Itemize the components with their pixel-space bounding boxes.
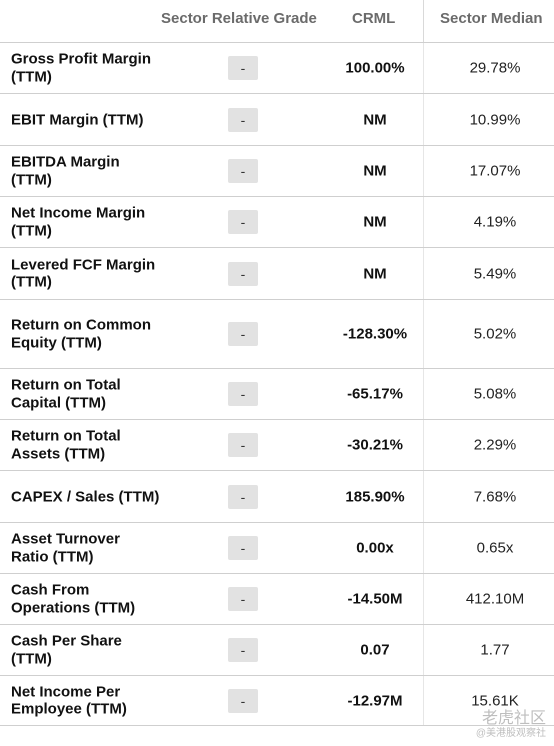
sector-median-value: 1.77: [480, 641, 510, 659]
sector-median-value: 17.07%: [469, 162, 521, 180]
grade-badge: -: [228, 56, 258, 80]
metric-label: Levered FCF Margin (TTM): [11, 256, 156, 291]
profitability-table: Sector Relative Grade CRML Sector Median…: [0, 0, 554, 726]
column-divider: [423, 369, 424, 419]
table-row: Cash From Operations (TTM) - -14.50M 412.10…: [0, 573, 554, 624]
column-divider: [423, 676, 424, 725]
sector-median-value: 5.08%: [473, 385, 517, 403]
header-sector-relative-grade[interactable]: Sector Relative Grade: [161, 10, 317, 27]
metric-label: Net Income Per Employee (TTM): [11, 683, 127, 718]
grade-badge: -: [228, 322, 258, 346]
grade-badge: -: [228, 433, 258, 457]
metric-label: Return on Total Capital (TTM): [11, 376, 121, 412]
crml-value: NM: [363, 162, 387, 180]
sector-median-value: 5.02%: [473, 325, 517, 343]
watermark-main: 老虎社区: [481, 710, 546, 727]
table-row: EBITDA Margin (TTM) - NM 17.07%: [0, 145, 554, 196]
sector-median-value: 412.10M: [465, 590, 525, 608]
sector-median-value: 0.65x: [476, 539, 514, 557]
crml-value: -14.50M: [347, 590, 403, 608]
table-row: Return on Total Assets (TTM) - -30.21% 2.29…: [0, 419, 554, 470]
column-divider: [423, 574, 424, 624]
grade-badge: -: [228, 261, 258, 286]
column-divider: [423, 146, 424, 196]
grade-badge: -: [228, 159, 258, 183]
metric-label: EBITDA Margin (TTM): [11, 153, 120, 189]
column-divider: [423, 471, 424, 522]
column-divider: [423, 197, 424, 247]
metric-label: Asset Turnover Ratio (TTM): [11, 530, 120, 566]
metric-label: CAPEX / Sales (TTM): [11, 487, 160, 505]
crml-value: 0.07: [360, 641, 390, 659]
crml-value: NM: [363, 111, 387, 128]
column-divider: [423, 625, 424, 675]
metric-label: Gross Profit Margin (TTM): [11, 50, 152, 86]
table-row: Return on Total Capital (TTM) - -65.17% 5.0…: [0, 368, 554, 419]
table-header: Sector Relative Grade CRML Sector Median: [0, 0, 554, 42]
metric-label: Cash From Operations (TTM): [11, 581, 136, 617]
table-row: Gross Profit Margin (TTM) - 100.00% 29.78%: [0, 42, 554, 93]
watermark-sub: @美港股观察社: [475, 728, 546, 739]
column-divider: [423, 248, 424, 299]
crml-value: -128.30%: [342, 325, 408, 343]
column-divider: [423, 420, 424, 470]
metric-label: EBIT Margin (TTM): [11, 110, 144, 128]
header-sector-median[interactable]: Sector Median: [440, 10, 543, 27]
crml-value: 0.00x: [356, 539, 394, 557]
metric-label: Cash Per Share (TTM): [11, 632, 122, 668]
grade-badge: -: [228, 484, 258, 509]
table-row: Net Income Per Employee (TTM) - -12.97M 15.…: [0, 675, 554, 726]
grade-badge: -: [228, 587, 258, 611]
grade-badge: -: [228, 382, 258, 406]
sector-median-value: 7.68%: [473, 488, 517, 505]
crml-value: -30.21%: [347, 436, 403, 454]
table-row: Net Income Margin (TTM) - NM 4.19%: [0, 196, 554, 247]
table-body: Gross Profit Margin (TTM) - 100.00% 29.78% E…: [0, 42, 554, 726]
crml-value: -12.97M: [347, 692, 403, 709]
column-divider: [423, 523, 424, 573]
sector-median-value: 15.61K: [471, 692, 519, 709]
grade-badge: -: [228, 107, 258, 132]
metric-label: Return on Total Assets (TTM): [11, 427, 121, 463]
column-divider: [423, 94, 424, 145]
table-row: Return on Common Equity (TTM) - -128.30% 5.…: [0, 299, 554, 368]
grade-badge: -: [228, 638, 258, 662]
table-row: Cash Per Share (TTM) - 0.07 1.77: [0, 624, 554, 675]
sector-median-value: 4.19%: [473, 213, 517, 231]
column-divider: [423, 0, 424, 42]
table-row: CAPEX / Sales (TTM) - 185.90% 7.68%: [0, 470, 554, 522]
crml-value: 185.90%: [345, 488, 405, 505]
crml-value: -65.17%: [347, 385, 403, 403]
table-row: Levered FCF Margin (TTM) - NM 5.49%: [0, 247, 554, 299]
metric-label: Return on Common Equity (TTM): [11, 316, 151, 352]
header-crml[interactable]: CRML: [352, 10, 396, 27]
grade-badge: -: [228, 688, 258, 713]
column-divider: [423, 43, 424, 93]
sector-median-value: 2.29%: [473, 436, 517, 454]
grade-badge: -: [228, 210, 258, 234]
table-row: EBIT Margin (TTM) - NM 10.99%: [0, 93, 554, 145]
table-row: Asset Turnover Ratio (TTM) - 0.00x 0.65x: [0, 522, 554, 573]
sector-median-value: 29.78%: [469, 59, 521, 77]
column-divider: [423, 300, 424, 368]
sector-median-value: 10.99%: [469, 111, 521, 128]
crml-value: NM: [363, 213, 387, 231]
crml-value: NM: [363, 265, 387, 282]
sector-median-value: 5.49%: [473, 265, 517, 282]
crml-value: 100.00%: [345, 59, 405, 77]
grade-badge: -: [228, 536, 258, 560]
metric-label: Net Income Margin (TTM): [11, 204, 146, 240]
watermark: 老虎社区 @美港股观察社: [476, 710, 546, 740]
